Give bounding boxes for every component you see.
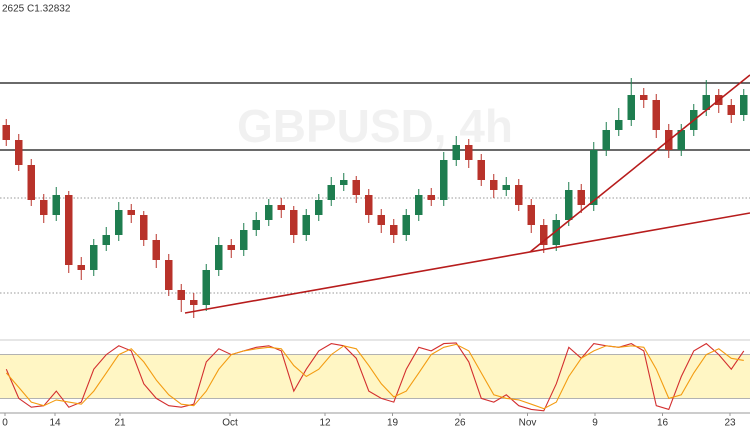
candle-body [415, 195, 423, 215]
x-tick-label: 0 [2, 418, 8, 429]
x-tick-label: 12 [319, 418, 331, 429]
candle-body [477, 160, 485, 180]
candle-body [365, 195, 373, 215]
candle-body [90, 245, 98, 270]
x-tick-label: Nov [519, 418, 537, 429]
candle-body [540, 225, 548, 245]
trendline [184, 212, 750, 314]
candle-body [465, 145, 473, 160]
x-tick-label: 9 [592, 418, 598, 429]
candle-body [27, 165, 35, 200]
candle-body [615, 120, 623, 130]
candle-body [127, 210, 135, 215]
candle-body [65, 195, 73, 265]
candle-body [390, 225, 398, 235]
candle-body [702, 95, 710, 110]
candle-body [290, 210, 298, 235]
candle-body [115, 210, 123, 235]
candle-body [315, 200, 323, 215]
candle-body [640, 95, 648, 100]
candle-body [427, 195, 435, 200]
candle-body [727, 105, 735, 115]
candle-body [627, 95, 635, 120]
ohlc-header: 2625 C1.32832 [2, 4, 71, 15]
candle-body [77, 265, 85, 270]
candle-body [602, 130, 610, 150]
candle-body [652, 100, 660, 130]
candle-body [190, 300, 198, 305]
candle-body [102, 235, 110, 245]
candle-body [265, 205, 273, 220]
watermark: GBPUSD, 4h [237, 100, 513, 152]
candle-body [452, 145, 460, 160]
candle-body [202, 270, 210, 305]
x-tick-label: 23 [724, 418, 736, 429]
candle-body [165, 260, 173, 290]
stoch-line [5, 343, 744, 410]
candle-body [502, 185, 510, 190]
candle-body [677, 130, 685, 150]
x-tick-label: 19 [387, 418, 399, 429]
candle-body [402, 215, 410, 235]
candle-body [527, 205, 535, 225]
x-tick-label: Oct [222, 418, 238, 429]
candle-body [377, 215, 385, 225]
candle-body [515, 185, 523, 205]
candle-body [565, 190, 573, 220]
candle-body [352, 180, 360, 195]
candle-body [252, 220, 260, 230]
candle-body [552, 220, 560, 245]
x-tick-label: 16 [657, 418, 669, 429]
candle-body [577, 190, 585, 205]
candle-body [302, 215, 310, 235]
candle-body [152, 240, 160, 260]
candle-body [215, 245, 223, 270]
candle-body [440, 160, 448, 200]
candle-body [177, 290, 185, 300]
trendline [529, 74, 750, 253]
candle-body [340, 180, 348, 185]
candle-body [227, 245, 235, 250]
candle-body [52, 195, 60, 215]
x-tick-label: 26 [454, 418, 466, 429]
candle-body [490, 180, 498, 190]
candle-body [140, 215, 148, 240]
candle-body [40, 200, 48, 215]
candle-body [740, 95, 748, 115]
x-tick-label: 21 [114, 418, 126, 429]
candle-body [240, 230, 248, 250]
candle-body [327, 185, 335, 200]
candle-body [15, 140, 23, 165]
candle-body [277, 205, 285, 210]
candle-body [590, 150, 598, 205]
candle-body [2, 125, 10, 140]
stoch-band [0, 354, 750, 399]
x-tick-label: 14 [49, 418, 61, 429]
